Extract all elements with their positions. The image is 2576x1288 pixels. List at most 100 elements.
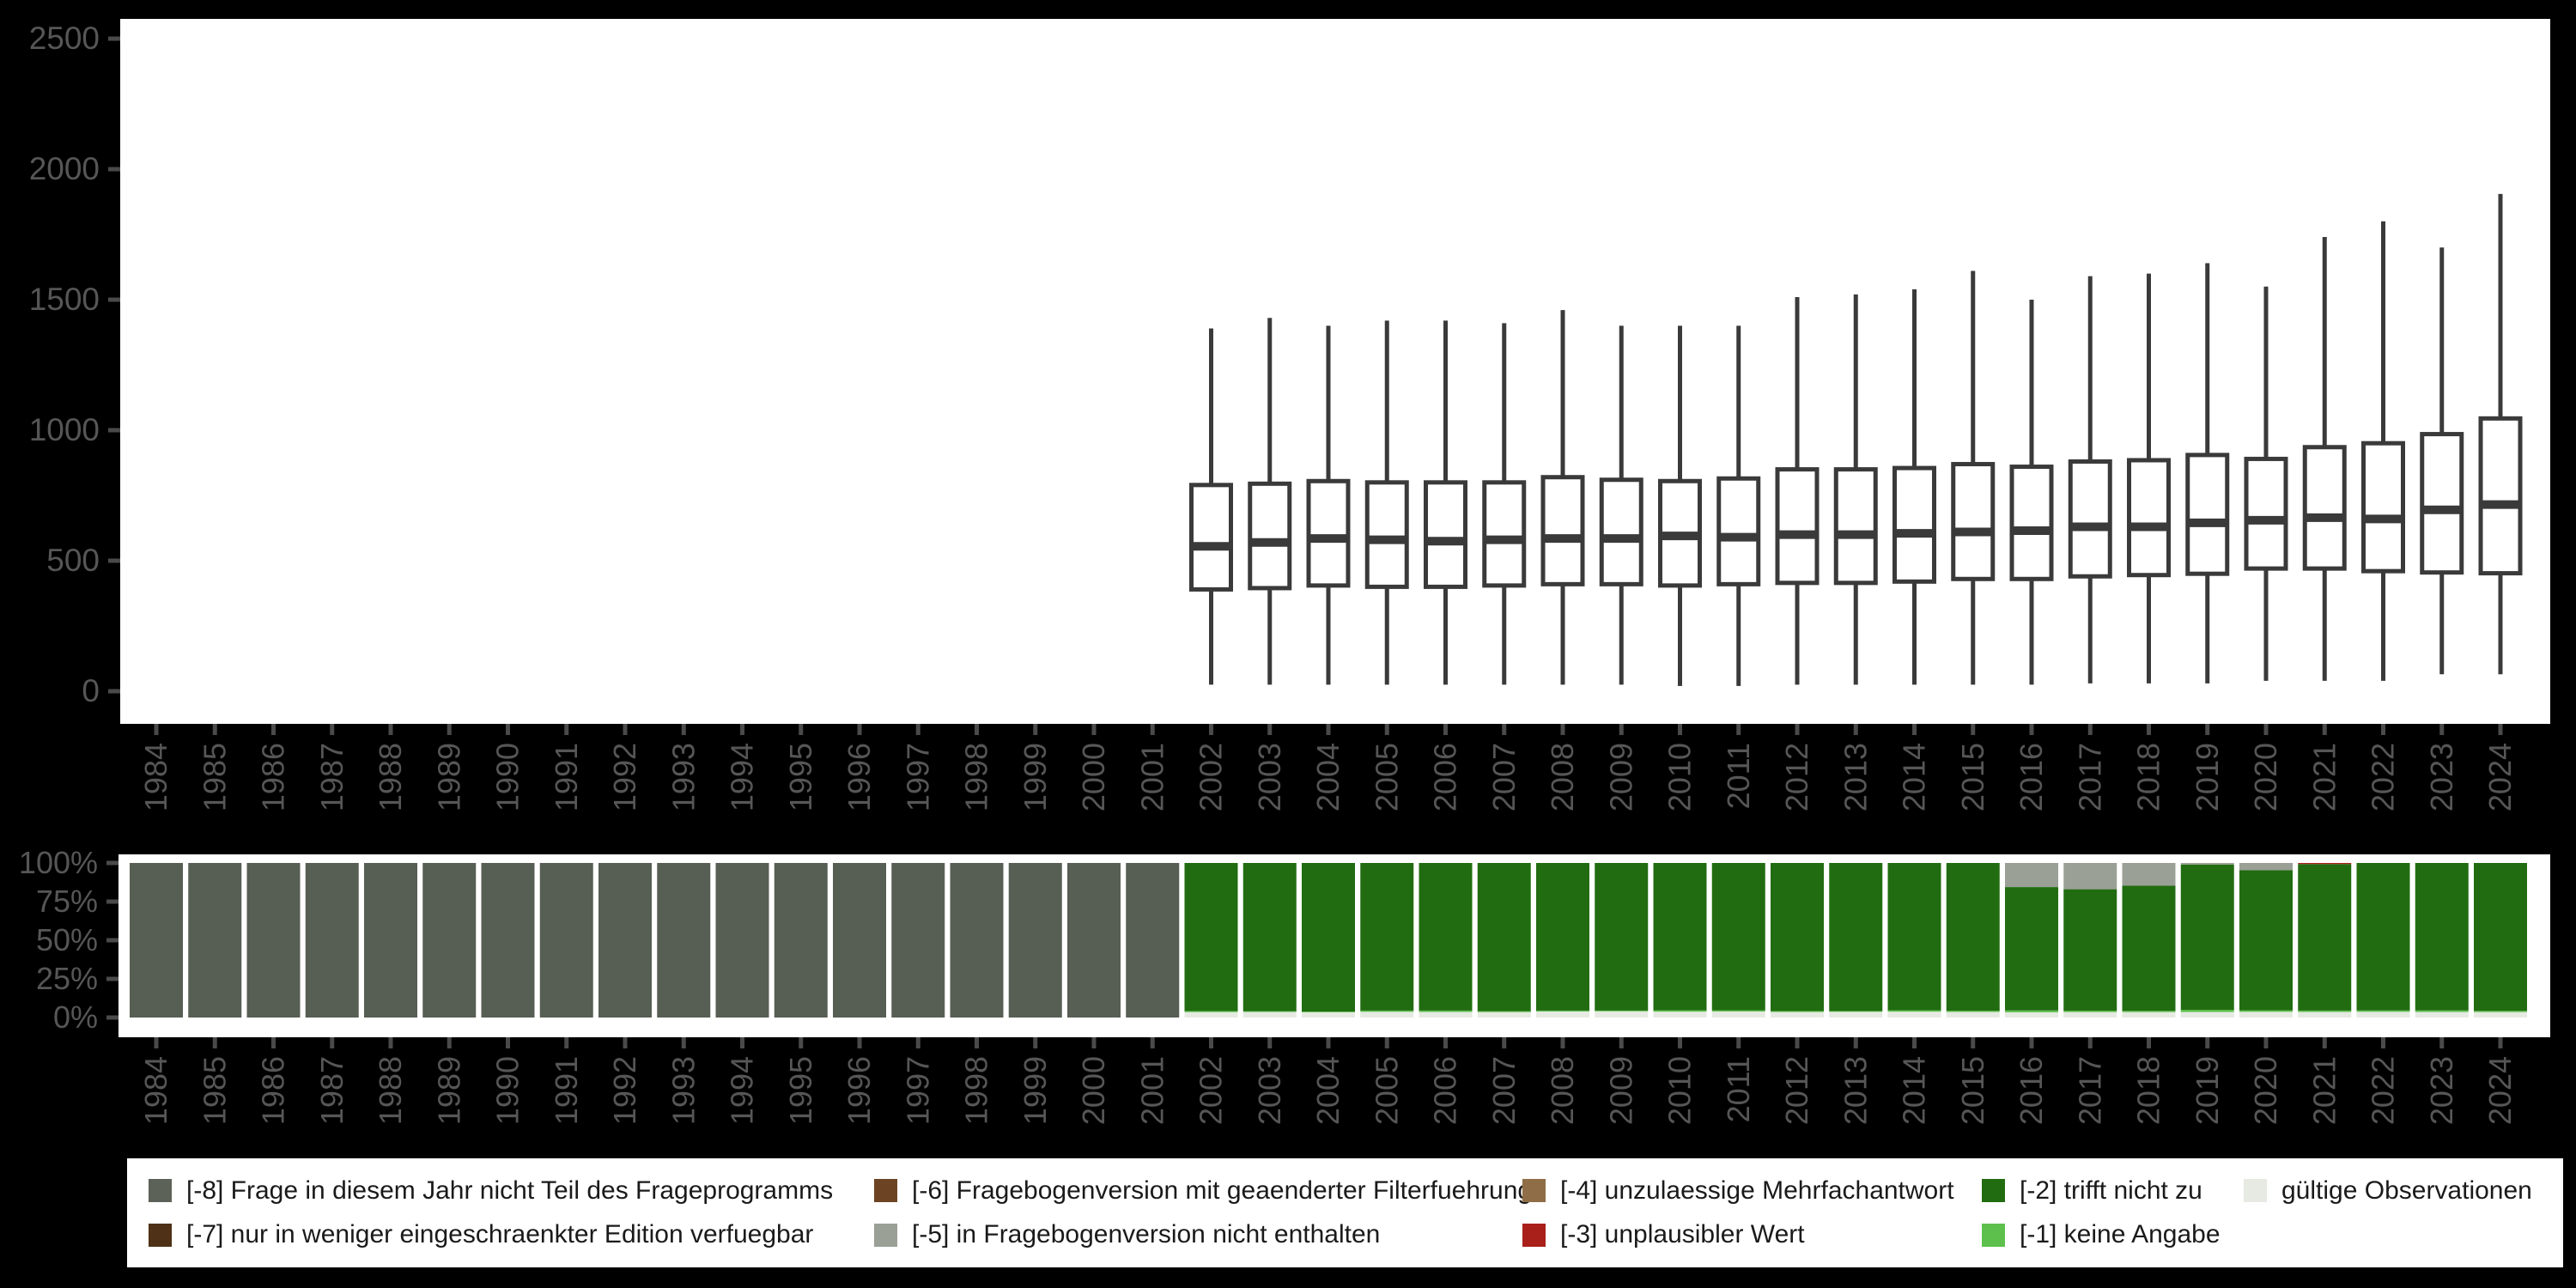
boxplot xyxy=(1599,325,1643,685)
x-tick-label: 2008 xyxy=(1545,743,1580,811)
bar-segment xyxy=(2063,1012,2117,1018)
boxplot xyxy=(2420,247,2464,675)
x-tick-label: 1995 xyxy=(783,743,818,811)
stacked-bar xyxy=(2180,863,2234,1018)
bar-segment xyxy=(2474,1011,2527,1012)
x-tick-label: 2021 xyxy=(2306,1056,2342,1125)
bar-segment xyxy=(1887,863,1941,1011)
bar-segment xyxy=(1946,863,2000,1012)
x-tick-label: 1989 xyxy=(431,1056,466,1125)
legend-swatch-minus2-icon xyxy=(1982,1179,2005,1203)
bar-segment xyxy=(481,863,535,1018)
legend-item-minus2: [-2] trifft nicht zu xyxy=(1982,1177,2244,1204)
x-tick-label: 2021 xyxy=(2306,743,2342,811)
bar-segment xyxy=(1536,1010,1589,1012)
bar-segment xyxy=(715,863,769,1018)
bar-segment xyxy=(2180,1010,2234,1012)
stacked-bar xyxy=(2063,863,2117,1018)
boxplot xyxy=(2185,263,2230,683)
x-tick-label: 1984 xyxy=(138,743,173,811)
boxplot xyxy=(1306,325,1351,685)
bar-segment xyxy=(2356,863,2410,1011)
stacked-bar xyxy=(1829,863,1883,1018)
stacked-bar xyxy=(539,863,593,1018)
x-tick-label: 2001 xyxy=(1134,743,1170,811)
bar-segment xyxy=(1184,1012,1238,1018)
bar-segment xyxy=(2122,885,2176,1012)
x-tick-label: 2005 xyxy=(1369,1056,1404,1125)
boxplot xyxy=(1424,320,1467,685)
bar-segment xyxy=(364,863,417,1018)
bar-segment xyxy=(1419,863,1473,1011)
x-tick-label: 2022 xyxy=(2366,743,2401,811)
legend: [-8] Frage in diesem Jahr nicht Teil des… xyxy=(127,1158,2563,1267)
bar-segment xyxy=(2005,887,2058,1011)
stacked-bar xyxy=(1302,863,1355,1018)
bar-segment xyxy=(1126,863,1180,1018)
legend-label-minus8: [-8] Frage in diesem Jahr nicht Teil des… xyxy=(186,1176,834,1205)
x-tick-label: 2017 xyxy=(2072,743,2107,811)
stacked-bar xyxy=(657,863,711,1018)
bar-segment xyxy=(2005,863,2058,888)
y-tick-label: 0 xyxy=(82,673,100,708)
bar-segment xyxy=(1595,863,1649,1011)
y-tick-label: 2500 xyxy=(29,21,100,56)
stacked-bar xyxy=(1946,863,2000,1018)
x-tick-label: 1993 xyxy=(665,1056,701,1125)
legend-label-valid: gültige Observationen xyxy=(2281,1176,2532,1205)
x-tick-label: 2011 xyxy=(1721,743,1756,809)
bar-segment xyxy=(2239,870,2293,1011)
stacked-bar xyxy=(2298,863,2352,1018)
bar-segment xyxy=(1242,1012,1297,1018)
bar-segment xyxy=(2298,864,2352,1011)
stacked-bar xyxy=(1477,863,1531,1018)
stacked-bar xyxy=(1536,863,1589,1018)
bar-segment xyxy=(2474,1012,2527,1018)
x-tick-label: 1999 xyxy=(1018,1056,1053,1125)
x-tick-label: 2002 xyxy=(1194,743,1229,811)
legend-swatch-minus3-icon xyxy=(1522,1223,1546,1247)
legend-item-minus8: [-8] Frage in diesem Jahr nicht Teil des… xyxy=(149,1176,874,1205)
boxplot xyxy=(1540,310,1585,685)
stacked-bar xyxy=(1008,863,1062,1018)
bar-segment xyxy=(2122,1011,2176,1012)
y-tick-label: 1000 xyxy=(29,412,100,447)
x-tick-label: 2014 xyxy=(1897,743,1932,811)
bar-segment xyxy=(1771,863,1824,1012)
legend-label-minus7: [-7] nur in weniger eingeschraenkter Edi… xyxy=(186,1220,814,1249)
percent-tick-label: 50% xyxy=(36,922,98,957)
bar-segment xyxy=(188,863,242,1018)
bar-segment xyxy=(2122,863,2176,886)
x-tick-label: 1988 xyxy=(373,1056,408,1125)
bar-segment xyxy=(2180,863,2234,865)
stacked-bar xyxy=(1771,863,1824,1018)
legend-item-minus5: [-5] in Fragebogenversion nicht enthalte… xyxy=(874,1222,1522,1248)
legend-item-minus3: [-3] unplausibler Wert xyxy=(1522,1222,1982,1248)
x-tick-label: 1986 xyxy=(256,743,291,811)
bar-segment xyxy=(1771,1011,1824,1012)
bar-segment xyxy=(1184,1011,1238,1012)
x-tick-label: 2004 xyxy=(1310,743,1346,811)
stacked-bar xyxy=(598,863,652,1018)
stacked-bar xyxy=(1711,863,1765,1018)
x-tick-label: 1988 xyxy=(373,743,408,811)
stacked-bar xyxy=(1184,863,1238,1018)
stacked-bar xyxy=(2474,863,2527,1018)
bar-segment xyxy=(246,863,301,1018)
x-tick-label: 2000 xyxy=(1076,743,1111,811)
stacked-bar xyxy=(2122,863,2176,1018)
percent-tick-label: 100% xyxy=(19,845,98,880)
bar-segment xyxy=(1711,863,1765,1011)
stacked-bar xyxy=(950,863,1004,1018)
percent-tick-label: 0% xyxy=(53,999,98,1035)
boxplot xyxy=(2009,300,2054,685)
x-tick-label: 2000 xyxy=(1076,1056,1111,1125)
x-tick-label: 2007 xyxy=(1486,743,1522,811)
x-tick-label: 1992 xyxy=(607,1056,642,1125)
x-tick-label: 1994 xyxy=(725,1056,760,1125)
stacked-bar xyxy=(481,863,535,1018)
x-tick-label: 2001 xyxy=(1134,1056,1170,1125)
stacked-bar-chart: 0%25% 50%75% 100% 1984 1985 1986 1987 1988 1989 1… xyxy=(19,845,2550,1125)
x-tick-label: 2019 xyxy=(2190,743,2225,811)
legend-swatch-valid-icon xyxy=(2244,1179,2267,1203)
